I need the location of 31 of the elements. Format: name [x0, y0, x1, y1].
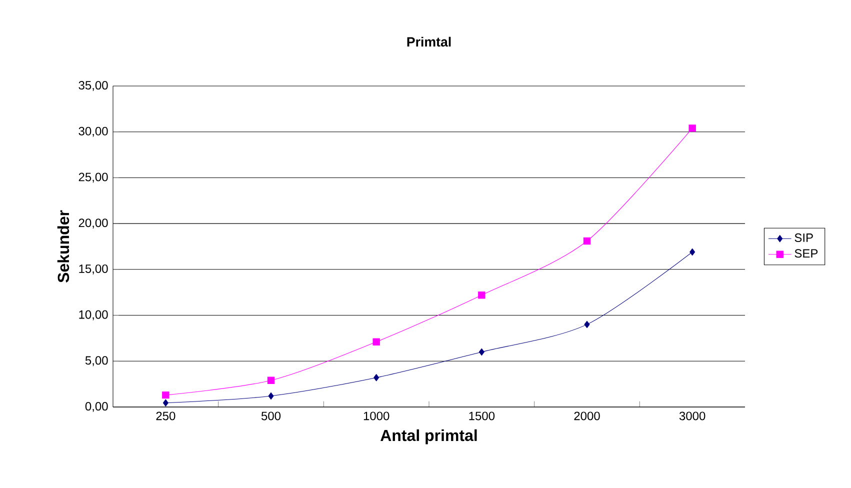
x-tick-label: 1000 — [364, 412, 390, 420]
point — [584, 320, 590, 328]
point — [688, 124, 696, 132]
y-tick-label: 25,00 — [78, 172, 108, 183]
point — [162, 399, 168, 406]
x-tick-label: 1500 — [469, 412, 495, 420]
x-tick-label: 500 — [261, 412, 281, 420]
y-tick-label: 15,00 — [79, 264, 108, 274]
y-tick-label: 35,00 — [78, 81, 108, 91]
point — [162, 391, 170, 399]
y-tick-label: 10,00 — [79, 310, 108, 320]
point — [583, 237, 591, 245]
point — [690, 248, 696, 256]
point — [268, 392, 274, 400]
y-tick-label: 30,00 — [78, 126, 108, 137]
legend-label: SEP — [794, 249, 818, 258]
x-tick-label: 3000 — [679, 412, 706, 420]
chart-title: Primtal — [407, 36, 451, 47]
x-axis-title: Antal primtal — [380, 429, 477, 444]
y-axis-title: Sekunder — [57, 210, 70, 282]
x-tick-label: 2000 — [574, 412, 600, 420]
y-tick-label: 0,00 — [85, 402, 108, 412]
point — [374, 374, 380, 382]
legend-label: SIP — [794, 233, 813, 242]
point — [478, 291, 486, 299]
x-tick-label: 250 — [156, 412, 176, 420]
y-tick-label: 5,00 — [85, 356, 108, 366]
y-tick-label: 20,00 — [78, 218, 108, 229]
point — [267, 376, 275, 384]
point — [372, 338, 380, 346]
point — [478, 348, 484, 356]
